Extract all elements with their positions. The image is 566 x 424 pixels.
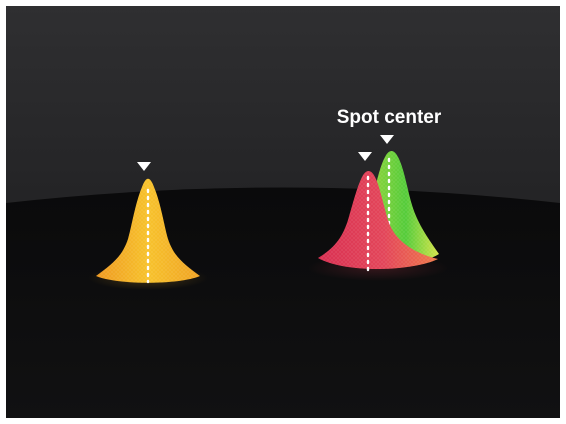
yellow-peak	[96, 178, 200, 284]
spot-center-label: Spot center	[337, 107, 442, 128]
floor-surface	[6, 187, 560, 418]
diagram-canvas: Spot center	[6, 6, 560, 418]
marker-yellow-triangle	[137, 162, 151, 171]
diagram-frame: Spot center	[6, 6, 560, 418]
red-peak	[318, 171, 438, 274]
marker-red-triangle	[358, 152, 372, 161]
marker-green-triangle	[380, 135, 394, 144]
